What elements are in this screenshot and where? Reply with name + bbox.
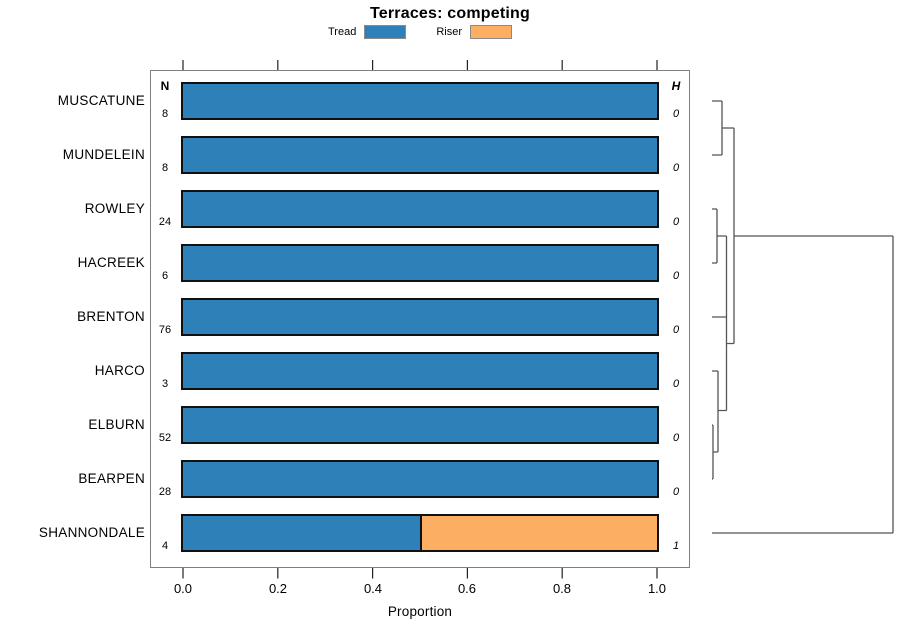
stacked-bar [181, 298, 659, 336]
h-value: 0 [672, 162, 680, 174]
plot-frame [150, 70, 690, 568]
bar-segment-tread [183, 138, 657, 172]
x-axis-title: Proportion [387, 604, 453, 619]
row-label-hacreek: HACREEK [77, 255, 145, 270]
x-tick-label: 0.4 [363, 581, 383, 596]
dendrogram [712, 100, 894, 534]
top-axis-ticks [182, 60, 658, 70]
n-column-header: N [160, 79, 170, 93]
row-label-brenton: BRENTON [77, 309, 145, 324]
legend-swatch-riser [470, 25, 512, 39]
stacked-bar [181, 190, 659, 228]
row-label-rowley: ROWLEY [84, 201, 145, 216]
n-value: 8 [161, 108, 169, 120]
n-value: 52 [158, 432, 172, 444]
h-column-header: H [671, 79, 681, 93]
row-label-muscatune: MUSCATUNE [57, 93, 145, 108]
stacked-bar [181, 406, 659, 444]
h-value: 0 [672, 378, 680, 390]
h-value: 0 [672, 216, 680, 228]
stacked-bar [181, 460, 659, 498]
n-value: 8 [161, 162, 169, 174]
bar-segment-tread [183, 246, 657, 280]
chart-title: Terraces: competing [370, 5, 530, 22]
n-value: 6 [161, 270, 169, 282]
bar-segment-tread [183, 516, 420, 550]
x-tick-label: 0.8 [552, 581, 572, 596]
row-label-bearpen: BEARPEN [78, 471, 145, 486]
h-value: 0 [672, 432, 680, 444]
legend-label-tread: Tread [328, 26, 357, 38]
h-value: 1 [672, 540, 680, 552]
h-value: 0 [672, 270, 680, 282]
n-value: 3 [161, 378, 169, 390]
stacked-bar [181, 136, 659, 174]
x-tick-label: 0.6 [457, 581, 477, 596]
stacked-bar [181, 244, 659, 282]
bar-segment-tread [183, 84, 657, 118]
legend: Tread Riser [0, 24, 840, 40]
stacked-bar [181, 352, 659, 390]
h-value: 0 [672, 324, 680, 336]
stacked-bar [181, 82, 659, 120]
bar-segment-tread [183, 192, 657, 226]
n-value: 4 [161, 540, 169, 552]
legend-swatch-tread [364, 25, 407, 39]
x-tick-label: 0.2 [268, 581, 288, 596]
row-label-shannondale: SHANNONDALE [38, 525, 145, 540]
row-label-elburn: ELBURN [88, 417, 145, 432]
legend-label-riser: Riser [436, 26, 462, 38]
x-tick-label: 1.0 [647, 581, 667, 596]
stacked-bar [181, 514, 659, 552]
bar-segment-tread [183, 462, 657, 496]
bar-segment-tread [183, 300, 657, 334]
bar-segment-tread [183, 408, 657, 442]
bar-segment-tread [183, 354, 657, 388]
row-label-mundelein: MUNDELEIN [62, 147, 145, 162]
bottom-axis-ticks [182, 568, 658, 579]
h-value: 0 [672, 486, 680, 498]
row-label-harco: HARCO [94, 363, 145, 378]
n-value: 24 [158, 216, 172, 228]
x-tick-label: 0.0 [173, 581, 193, 596]
bar-segment-riser [420, 516, 657, 550]
n-value: 28 [158, 486, 172, 498]
n-value: 76 [158, 324, 172, 336]
h-value: 0 [672, 108, 680, 120]
